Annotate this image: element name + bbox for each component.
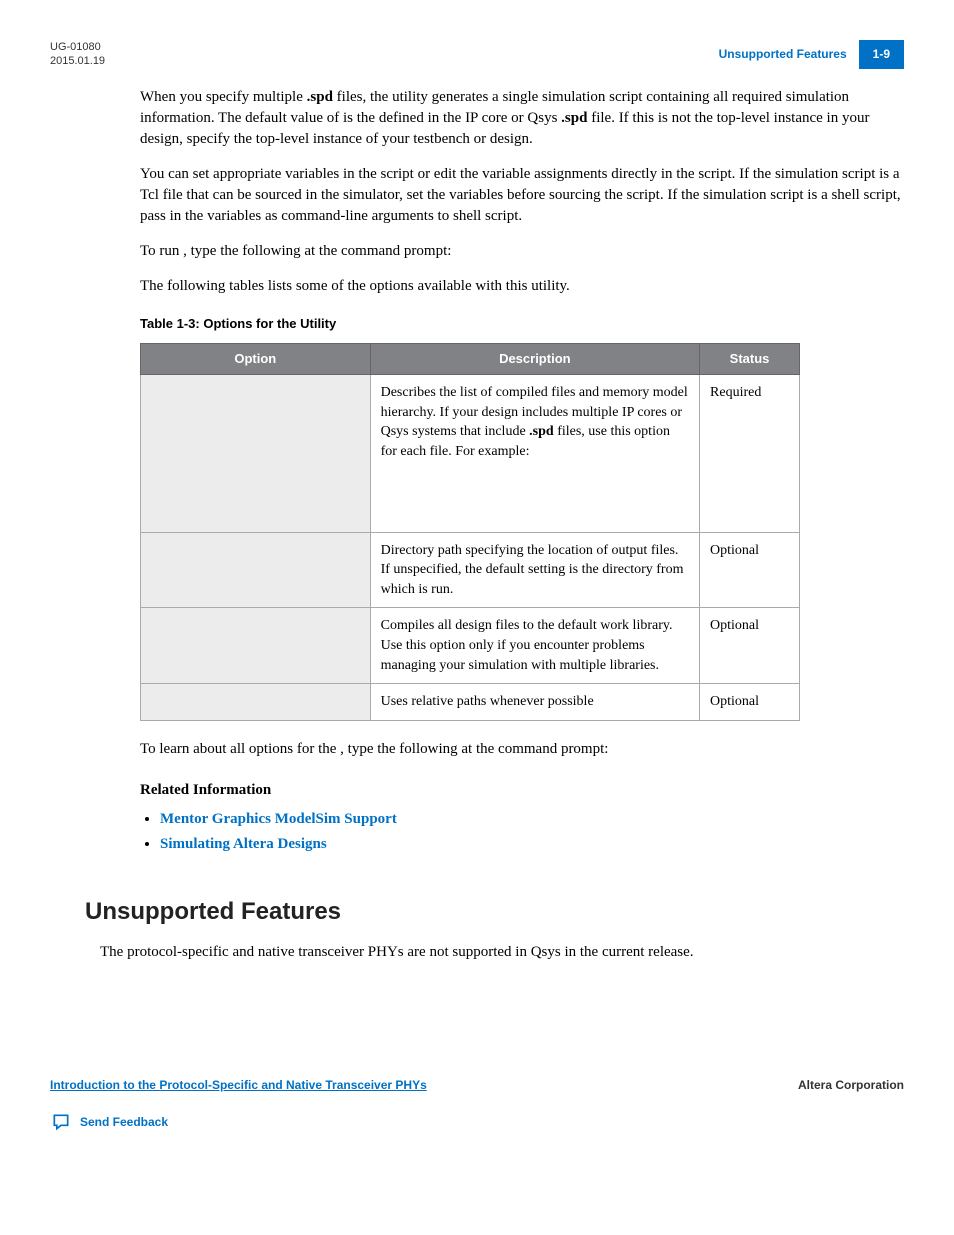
section-heading: Unsupported Features	[85, 895, 904, 929]
send-feedback-link[interactable]: Send Feedback	[80, 1114, 168, 1131]
cell-desc: Uses relative paths whenever possible	[370, 684, 699, 721]
page-number: 1-9	[859, 40, 904, 69]
doc-id: UG-01080	[50, 40, 105, 54]
cell-status: Optional	[700, 684, 800, 721]
page-footer: Introduction to the Protocol-Specific an…	[50, 1077, 904, 1094]
section-paragraph: The protocol-specific and native transce…	[100, 942, 904, 963]
feedback-icon	[50, 1112, 72, 1132]
related-link[interactable]: Simulating Altera Designs	[160, 836, 327, 852]
cell-option	[141, 608, 371, 684]
cell-option	[141, 532, 371, 608]
footer-chapter-link[interactable]: Introduction to the Protocol-Specific an…	[50, 1077, 427, 1094]
table-row: Describes the list of compiled files and…	[141, 375, 800, 532]
cell-status: Optional	[700, 532, 800, 608]
cell-option	[141, 375, 371, 532]
options-table: Option Description Status Describes the …	[140, 343, 800, 721]
related-links-list: Mentor Graphics ModelSim Support Simulat…	[160, 809, 904, 855]
paragraph-1: When you specify multiple .spd files, th…	[140, 87, 904, 150]
header-right: Unsupported Features 1-9	[719, 40, 904, 69]
page-header: UG-01080 2015.01.19 Unsupported Features…	[50, 40, 904, 69]
table-row: Uses relative paths whenever possible Op…	[141, 684, 800, 721]
paragraph-5: To learn about all options for the , typ…	[140, 739, 904, 760]
header-title: Unsupported Features	[719, 46, 847, 63]
paragraph-2: You can set appropriate variables in the…	[140, 164, 904, 227]
doc-date: 2015.01.19	[50, 54, 105, 68]
th-description: Description	[370, 343, 699, 374]
th-status: Status	[700, 343, 800, 374]
list-item: Simulating Altera Designs	[160, 834, 904, 855]
list-item: Mentor Graphics ModelSim Support	[160, 809, 904, 830]
table-row: Compiles all design files to the default…	[141, 608, 800, 684]
table-caption: Table 1-3: Options for the Utility	[140, 315, 904, 333]
feedback-row: Send Feedback	[50, 1112, 954, 1132]
related-info-heading: Related Information	[140, 780, 904, 801]
related-link[interactable]: Mentor Graphics ModelSim Support	[160, 811, 397, 827]
cell-status: Required	[700, 375, 800, 532]
content: When you specify multiple .spd files, th…	[140, 87, 904, 855]
cell-status: Optional	[700, 608, 800, 684]
th-option: Option	[141, 343, 371, 374]
cell-desc: Directory path specifying the location o…	[370, 532, 699, 608]
table-row: Directory path specifying the location o…	[141, 532, 800, 608]
paragraph-4: The following tables lists some of the o…	[140, 276, 904, 297]
doc-meta: UG-01080 2015.01.19	[50, 40, 105, 69]
cell-option	[141, 684, 371, 721]
paragraph-3: To run , type the following at the comma…	[140, 241, 904, 262]
footer-company: Altera Corporation	[798, 1077, 904, 1094]
cell-desc: Describes the list of compiled files and…	[370, 375, 699, 532]
cell-desc: Compiles all design files to the default…	[370, 608, 699, 684]
